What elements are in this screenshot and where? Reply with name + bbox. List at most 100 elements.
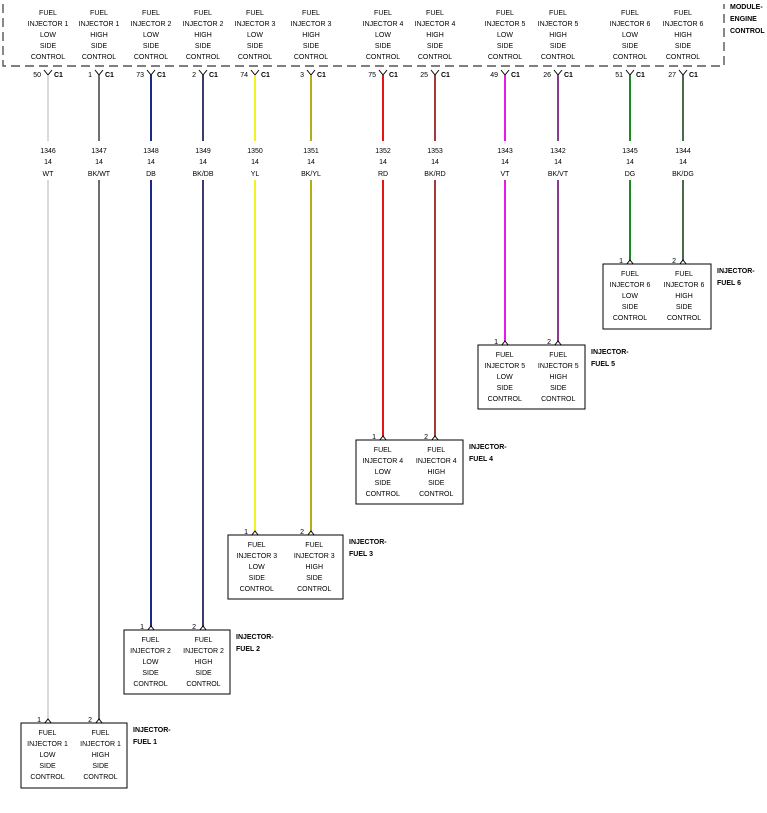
wire-1353: FUEL INJECTOR 4 HIGH SIDE CONTROL 25 C1 1353 14 B…	[415, 10, 455, 442]
injector-terminal-icon	[500, 340, 510, 347]
module-pin-desc: HIGH	[90, 32, 108, 39]
circuit-number: 1350	[247, 148, 263, 155]
injector-pin-desc: CONTROL	[541, 396, 575, 403]
connector-terminal-icon	[378, 69, 388, 76]
injector-pin-desc: INJECTOR 3	[236, 553, 277, 560]
module-pin-desc: LOW	[497, 32, 513, 39]
module-pin-desc: SIDE	[675, 43, 692, 50]
wire-gauge: 14	[95, 159, 103, 166]
injector-terminal-icon	[198, 625, 208, 632]
module-pin-desc: SIDE	[622, 43, 639, 50]
module-pin-desc: FUEL	[496, 10, 514, 17]
injector-pin-desc: HIGH	[428, 469, 446, 476]
injector-terminal-icon	[430, 435, 440, 442]
wire-1343: FUEL INJECTOR 5 LOW SIDE CONTROL 49 C1 1343 14 VT…	[485, 10, 526, 347]
injector-pin-number: 1	[140, 624, 144, 631]
module-pin-desc: CONTROL	[366, 54, 400, 61]
module-pin-desc: SIDE	[195, 43, 212, 50]
injector-name: INJECTOR-	[591, 349, 629, 356]
module-pin-desc: LOW	[143, 32, 159, 39]
injector-pin-desc: HIGH	[675, 293, 693, 300]
injector-box	[355, 439, 464, 505]
injector-pin-desc: SIDE	[622, 304, 639, 311]
injector-box	[20, 722, 128, 789]
injector-pin-desc: INJECTOR 6	[664, 282, 705, 289]
connector-label: C1	[689, 72, 698, 79]
injector-box	[477, 344, 586, 410]
wire-color-code: VT	[501, 171, 511, 178]
injector-terminal-icon	[378, 435, 388, 442]
wire-harness: FUEL INJECTOR 1 LOW SIDE CONTROL 50 C1 1346 14 WT…	[28, 10, 703, 725]
wire-1347: FUEL INJECTOR 1 HIGH SIDE CONTROL 1 C1 1347 14 BK…	[79, 10, 119, 725]
module-pin-number: 49	[490, 72, 498, 79]
injector-pin-desc: FUEL	[248, 542, 266, 549]
injector-pin-desc: SIDE	[497, 385, 514, 392]
wire-1351: FUEL INJECTOR 3 HIGH SIDE CONTROL 3 C1 1351 14 BK…	[291, 10, 331, 537]
injector-pin-number: 1	[244, 529, 248, 536]
injector-pin-desc: CONTROL	[297, 586, 331, 593]
injector-pin-desc: SIDE	[676, 304, 693, 311]
injector-name: INJECTOR-	[133, 727, 171, 734]
connector-terminal-icon	[94, 69, 104, 76]
injector-pin-desc: FUEL	[195, 637, 213, 644]
module-name: ENGINE	[730, 16, 757, 23]
module-pin-desc: CONTROL	[82, 54, 116, 61]
circuit-number: 1352	[375, 148, 391, 155]
module-name: MODULE-	[730, 4, 763, 11]
connector-label: C1	[564, 72, 573, 79]
wire-color-code: BK/VT	[548, 171, 569, 178]
connector-terminal-icon	[306, 69, 316, 76]
injector-pin-number: 1	[619, 258, 623, 265]
module-pin-desc: FUEL	[374, 10, 392, 17]
module-pin-number: 3	[300, 72, 304, 79]
injector-name: FUEL 6	[717, 280, 741, 287]
connector-terminal-icon	[625, 69, 635, 76]
module-pin-desc: HIGH	[426, 32, 444, 39]
module-pin-desc: SIDE	[375, 43, 392, 50]
injector-pin-desc: CONTROL	[366, 491, 400, 498]
module-pin-desc: FUEL	[246, 10, 264, 17]
wire-gauge: 14	[679, 159, 687, 166]
injector-pin-desc: FUEL	[39, 730, 57, 737]
module-pin-desc: CONTROL	[488, 54, 522, 61]
module-pin-desc: INJECTOR 2	[183, 21, 224, 28]
module-pin-desc: INJECTOR 2	[131, 21, 172, 28]
injector-pin-desc: HIGH	[306, 564, 324, 571]
injector-pin-desc: SIDE	[550, 385, 567, 392]
module-pin-desc: INJECTOR 5	[485, 21, 526, 28]
module-pin-desc: FUEL	[549, 10, 567, 17]
injector-pin-desc: LOW	[497, 374, 513, 381]
wire-1342: FUEL INJECTOR 5 HIGH SIDE CONTROL 26 C1 1342 14 B…	[538, 10, 578, 347]
injector-pin-desc: INJECTOR 4	[416, 458, 457, 465]
module-pin-desc: SIDE	[247, 43, 264, 50]
circuit-number: 1347	[91, 148, 107, 155]
injector-pin-desc: INJECTOR 6	[610, 282, 651, 289]
module-pin-number: 25	[420, 72, 428, 79]
connector-label: C1	[441, 72, 450, 79]
connector-label: C1	[54, 72, 63, 79]
module-pin-number: 74	[240, 72, 248, 79]
connector-terminal-icon	[198, 69, 208, 76]
module-pin-desc: SIDE	[91, 43, 108, 50]
injector-pin-number: 2	[300, 529, 304, 536]
module-pin-desc: HIGH	[549, 32, 567, 39]
connector-terminal-icon	[500, 69, 510, 76]
injector-name: FUEL 2	[236, 646, 260, 653]
module-outline	[2, 4, 725, 67]
module-pin-number: 2	[192, 72, 196, 79]
module-pin-desc: INJECTOR 4	[363, 21, 404, 28]
module-pin-desc: SIDE	[550, 43, 567, 50]
injector-box	[602, 263, 712, 330]
connector-terminal-icon	[553, 69, 563, 76]
injector-name: INJECTOR-	[469, 444, 507, 451]
module-pin-number: 1	[88, 72, 92, 79]
connector-terminal-icon	[250, 69, 260, 76]
wire-1344: FUEL INJECTOR 6 HIGH SIDE CONTROL 27 C1 1344 14 B…	[663, 10, 703, 266]
injector-pin-desc: INJECTOR 4	[362, 458, 403, 465]
module-pin-desc: CONTROL	[238, 54, 272, 61]
injector-pin-desc: CONTROL	[133, 681, 167, 688]
injector-pin-desc: FUEL	[374, 447, 392, 454]
injector-terminal-icon	[94, 718, 104, 725]
injector-name: FUEL 3	[349, 551, 373, 558]
injector-pin-desc: LOW	[249, 564, 265, 571]
